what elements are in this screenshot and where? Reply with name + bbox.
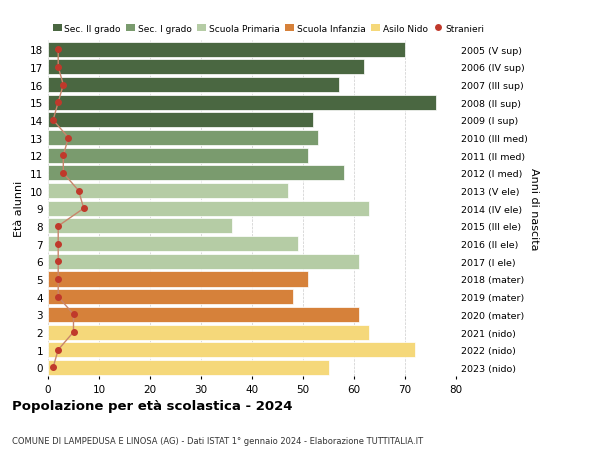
Point [79,205,89,213]
Text: COMUNE DI LAMPEDUSA E LINOSA (AG) - Dati ISTAT 1° gennaio 2024 - Elaborazione TU: COMUNE DI LAMPEDUSA E LINOSA (AG) - Dati… [12,436,423,445]
Bar [48,148,308,163]
Bar [48,237,298,252]
Bar [48,60,364,75]
Bar [48,325,370,340]
Bar [48,131,319,146]
Point [59,152,68,160]
Bar [48,113,313,128]
Y-axis label: Età alunni: Età alunni [14,181,25,237]
Bar [48,78,339,93]
Bar [48,43,405,58]
Point [69,311,78,319]
Point [69,329,78,336]
Point [59,82,68,89]
Point [49,117,58,124]
Bar [48,202,370,216]
Legend: Sec. II grado, Sec. I grado, Scuola Primaria, Scuola Infanzia, Asilo Nido, Stran: Sec. II grado, Sec. I grado, Scuola Prim… [53,24,484,34]
Point [53,293,63,301]
Bar [48,95,436,111]
Point [53,346,63,353]
Point [53,64,63,72]
Point [53,276,63,283]
Point [53,258,63,265]
Point [64,134,73,142]
Point [49,364,58,371]
Y-axis label: Anni di nascita: Anni di nascita [529,168,539,250]
Bar [48,307,359,322]
Text: Popolazione per età scolastica - 2024: Popolazione per età scolastica - 2024 [12,399,293,412]
Bar [48,219,232,234]
Bar [48,290,293,304]
Point [53,223,63,230]
Bar [48,166,344,181]
Bar [48,272,308,287]
Point [53,46,63,54]
Point [53,241,63,248]
Bar [48,342,415,358]
Bar [48,184,288,199]
Point [74,188,83,195]
Point [53,99,63,106]
Bar [48,254,359,269]
Bar [48,360,329,375]
Point [59,170,68,177]
